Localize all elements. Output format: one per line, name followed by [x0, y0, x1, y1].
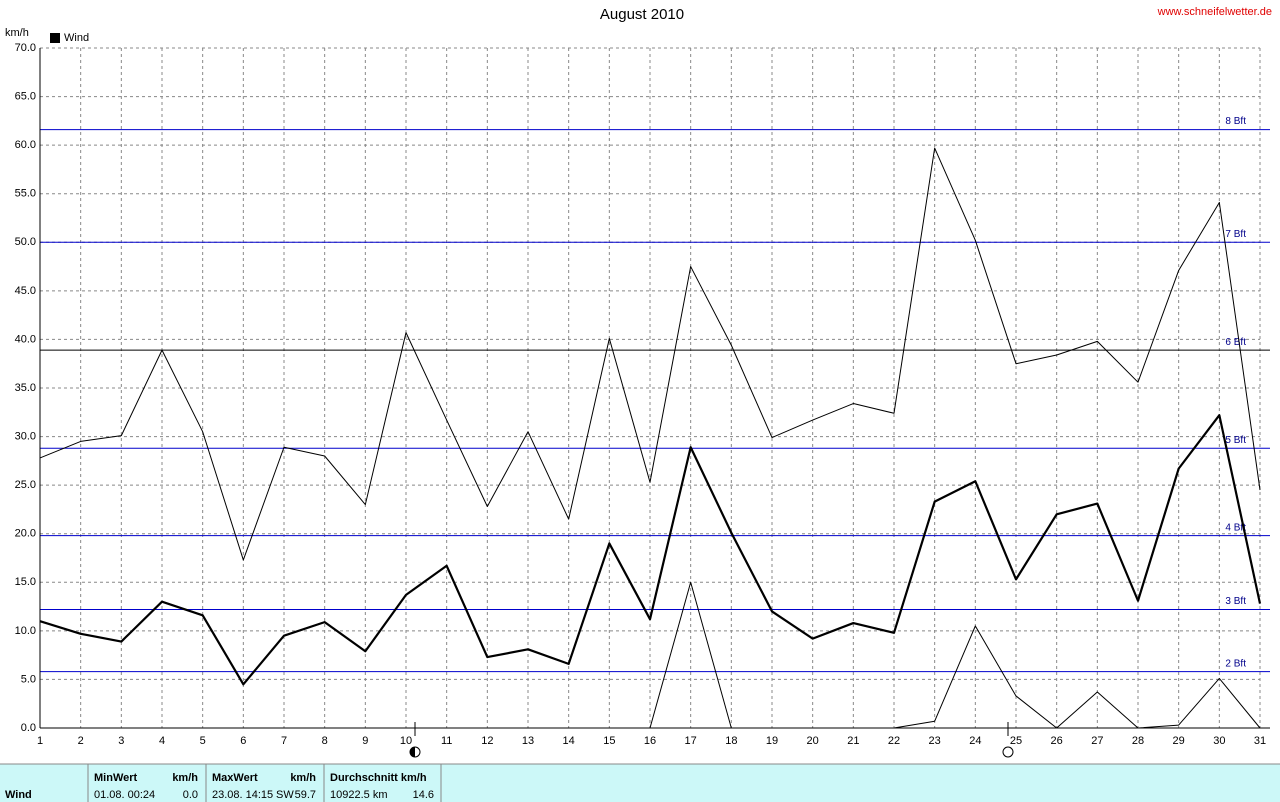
- y-tick-label: 5.0: [21, 673, 36, 685]
- chart-title: August 2010: [600, 6, 684, 23]
- y-tick-label: 70.0: [15, 42, 36, 54]
- moon-icon: [1002, 746, 1014, 758]
- x-tick-label: 12: [481, 735, 493, 747]
- y-tick-label: 45.0: [15, 285, 36, 297]
- y-tick-label: 25.0: [15, 479, 36, 491]
- table-unit: km/h: [172, 772, 198, 784]
- y-tick-label: 35.0: [15, 382, 36, 394]
- table-time: 10922.5 km: [330, 789, 387, 801]
- x-tick-label: 1: [37, 735, 43, 747]
- table-value: 59.7: [295, 789, 316, 801]
- table-unit: km/h: [290, 772, 316, 784]
- x-tick-label: 28: [1132, 735, 1144, 747]
- y-tick-label: 50.0: [15, 236, 36, 248]
- x-tick-label: 7: [281, 735, 287, 747]
- x-tick-label: 25: [1010, 735, 1022, 747]
- x-tick-label: 24: [969, 735, 981, 747]
- table-header: MaxWert: [212, 772, 258, 784]
- plot: 0.0 5.0 10.0 15.0 20.0 25.0 30.0 35.0 40.0 45.0 50…: [15, 42, 1270, 747]
- x-tick-label: 19: [766, 735, 778, 747]
- x-tick-label: 31: [1254, 735, 1266, 747]
- x-tick-label: 4: [159, 735, 165, 747]
- x-tick-label: 26: [1051, 735, 1063, 747]
- table-value: 0.0: [183, 789, 198, 801]
- table-value: 14.6: [413, 789, 434, 801]
- reference-label: 2 Bft: [1225, 658, 1246, 669]
- x-tick-label: 6: [240, 735, 246, 747]
- y-tick-label: 30.0: [15, 430, 36, 442]
- table-time: 01.08. 00:24: [94, 789, 155, 801]
- table-time: 23.08. 14:15: [212, 789, 273, 801]
- x-tick-label: 23: [929, 735, 941, 747]
- x-tick-label: 29: [1173, 735, 1185, 747]
- x-tick-label: 9: [362, 735, 368, 747]
- series-line: [39, 147, 1261, 561]
- reference-label: 3 Bft: [1225, 596, 1246, 607]
- y-tick-label: 40.0: [15, 333, 36, 345]
- reference-label: 4 Bft: [1225, 522, 1246, 533]
- x-tick-label: 8: [322, 735, 328, 747]
- x-tick-label: 21: [847, 735, 859, 747]
- x-tick-label: 16: [644, 735, 656, 747]
- x-tick-label: 22: [888, 735, 900, 747]
- x-tick-label: 27: [1091, 735, 1103, 747]
- x-tick-label: 15: [603, 735, 615, 747]
- reference-label: 6 Bft: [1225, 337, 1246, 348]
- y-tick-label: 60.0: [15, 139, 36, 151]
- table-label: Wind: [5, 789, 32, 801]
- x-tick-label: 3: [118, 735, 124, 747]
- x-tick-label: 11: [441, 735, 452, 747]
- x-tick-label: 10: [400, 735, 412, 747]
- reference-label: 7 Bft: [1225, 229, 1246, 240]
- reference-label: 5 Bft: [1225, 435, 1246, 446]
- table-header: MinWert: [94, 772, 138, 784]
- legend-swatch: [50, 33, 60, 43]
- x-tick-label: 17: [685, 735, 697, 747]
- table-direction: SW: [276, 789, 294, 801]
- table-background: [0, 764, 1280, 802]
- reference-label: 8 Bft: [1225, 116, 1246, 127]
- series-line: [39, 414, 1262, 686]
- x-tick-label: 18: [725, 735, 737, 747]
- table-header: Durchschnitt km/h: [330, 772, 427, 784]
- x-tick-label: 14: [563, 735, 575, 747]
- x-tick-label: 2: [78, 735, 84, 747]
- y-axis-label: km/h: [5, 27, 29, 39]
- series-line: [649, 581, 732, 729]
- y-tick-label: 65.0: [15, 90, 36, 102]
- series-line: [893, 625, 1261, 729]
- x-tick-label: 30: [1213, 735, 1225, 747]
- y-tick-label: 0.0: [21, 722, 36, 734]
- y-tick-label: 20.0: [15, 528, 36, 540]
- moon-shade: [410, 747, 415, 757]
- legend-label: Wind: [64, 32, 89, 44]
- y-tick-label: 10.0: [15, 625, 36, 637]
- x-tick-label: 13: [522, 735, 534, 747]
- y-tick-label: 55.0: [15, 188, 36, 200]
- x-tick-label: 5: [200, 735, 206, 747]
- x-tick-label: 20: [807, 735, 819, 747]
- site-link: www.schneifelwetter.de: [1157, 6, 1272, 18]
- y-tick-label: 15.0: [15, 576, 36, 588]
